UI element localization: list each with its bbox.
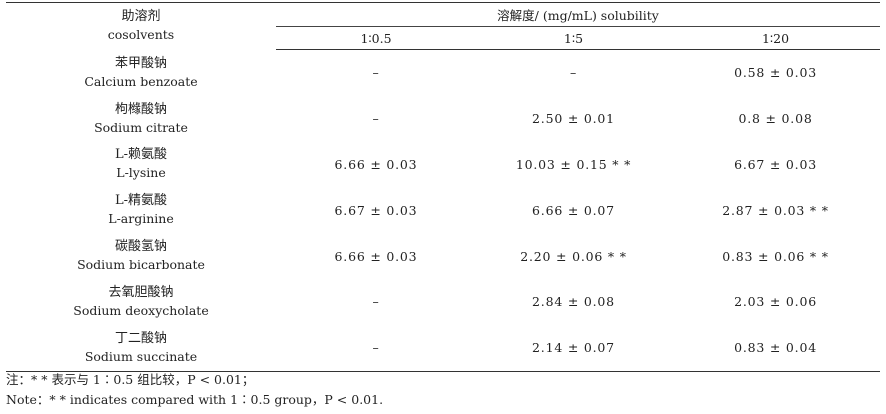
solubility-value-ratio-2: 2.50 ± 0.01 bbox=[532, 111, 615, 127]
solubility-value-ratio-1: – bbox=[372, 294, 380, 310]
ratio-header-3: 1∶20 bbox=[671, 26, 881, 50]
solubility-group-title: 溶解度/ (mg/mL) solubility bbox=[497, 8, 659, 23]
solubility-group-header: 溶解度/ (mg/mL) solubility bbox=[276, 2, 881, 27]
cosolvent-cell: L-赖氨酸 L-lysine bbox=[6, 142, 276, 188]
cosolvent-name-cn: 去氧胆酸钠 bbox=[108, 284, 174, 300]
cosolvent-cell: 枸橼酸钠 Sodium citrate bbox=[6, 96, 276, 142]
solubility-value-ratio-2: 2.20 ± 0.06 * * bbox=[520, 248, 627, 264]
ratio-header-2: 1∶5 bbox=[476, 26, 671, 50]
solubility-value-ratio-1: – bbox=[276, 324, 476, 372]
cosolvent-cell: 碳酸氢钠 Sodium bicarbonate bbox=[6, 233, 276, 279]
cosolvent-cell: L-精氨酸 L-arginine bbox=[6, 187, 276, 233]
cosolvent-header-en: cosolvents bbox=[107, 27, 175, 43]
solubility-value-ratio-2: 10.03 ± 0.15 * * bbox=[515, 156, 632, 172]
cosolvent-name-cn: 苯甲酸钠 bbox=[114, 55, 167, 71]
solubility-value-ratio-3: 6.67 ± 0.03 bbox=[734, 156, 817, 172]
table-header: 助溶剂 cosolvents 溶解度/ (mg/mL) solubility 1… bbox=[6, 2, 881, 50]
table-row: L-精氨酸 L-arginine 6.67 ± 0.03 6.66 ± 0.07 2.8… bbox=[6, 187, 880, 233]
ratio-header-1: 1∶0.5 bbox=[276, 26, 476, 50]
solubility-value-ratio-1: 6.67 ± 0.03 bbox=[334, 202, 418, 218]
solubility-value-ratio-1: 6.66 ± 0.03 bbox=[334, 248, 418, 264]
solubility-value-ratio-3: 0.83 ± 0.06 * * bbox=[722, 248, 829, 264]
cosolvent-cell: 苯甲酸钠 Calcium benzoate bbox=[6, 50, 276, 96]
cosolvent-name-cn: L-精氨酸 bbox=[114, 193, 168, 209]
table-row: 去氧胆酸钠 Sodium deoxycholate – 2.84 ± 0.08 2.03… bbox=[6, 279, 880, 325]
cosolvent-name-en: L-arginine bbox=[108, 211, 174, 227]
solubility-value-ratio-3: 0.58 ± 0.03 bbox=[734, 65, 817, 81]
cosolvent-name-en: Sodium deoxycholate bbox=[73, 302, 209, 318]
solubility-value-ratio-1: – bbox=[372, 111, 380, 127]
cosolvent-name-en: Sodium succinate bbox=[84, 348, 198, 364]
cosolvent-name-en: L-lysine bbox=[116, 165, 166, 181]
cosolvent-header-cn: 助溶剂 bbox=[121, 9, 161, 25]
cosolvent-name-en: Calcium benzoate bbox=[84, 73, 198, 89]
note-cn: 注：* * 表示与 1∶0.5 组比较，P < 0.01； bbox=[6, 372, 255, 387]
cosolvent-name-en: Sodium citrate bbox=[94, 119, 188, 135]
table-row: 丁二酸钠 Sodium succinate –2.14 ± 0.07 0.83 ± 0… bbox=[6, 324, 881, 372]
table-row: L-赖氨酸 L-lysine 6.66 ± 0.03 10.03 ± 0.15 * *… bbox=[6, 142, 880, 188]
cosolvent-name-cn: L-赖氨酸 bbox=[114, 147, 168, 163]
solubility-value-ratio-2: 2.84 ± 0.08 bbox=[532, 294, 615, 310]
solubility-table: 助溶剂 cosolvents 溶解度/ (mg/mL) solubility 1… bbox=[6, 2, 881, 372]
solubility-value-ratio-3: 2.87 ± 0.03 * * bbox=[722, 202, 829, 218]
solubility-value-ratio-1: – bbox=[372, 65, 380, 81]
solubility-value-ratio-1: 6.66 ± 0.03 bbox=[334, 156, 418, 172]
note-en: Note：* * indicates compared with 1∶0.5 g… bbox=[6, 392, 384, 407]
solubility-value-ratio-2: 2.14 ± 0.07 bbox=[476, 324, 671, 372]
table-row: 苯甲酸钠 Calcium benzoate – – 0.58 ± 0.03 bbox=[6, 50, 880, 96]
solubility-value-ratio-2: 6.66 ± 0.07 bbox=[532, 202, 615, 218]
solubility-value-ratio-3: 0.8 ± 0.08 bbox=[738, 111, 813, 127]
table-body: 苯甲酸钠 Calcium benzoate – – 0.58 ± 0.03 枸橼酸钠 Sod… bbox=[6, 50, 881, 372]
cosolvent-name-cn: 丁二酸钠 bbox=[114, 330, 167, 346]
cosolvent-cell: 去氧胆酸钠 Sodium deoxycholate bbox=[6, 279, 276, 325]
cosolvent-name-cn: 枸橼酸钠 bbox=[114, 101, 167, 117]
table-row: 碳酸氢钠 Sodium bicarbonate 6.66 ± 0.03 2.20 ± … bbox=[6, 233, 880, 279]
table-notes: 注：* * 表示与 1∶0.5 组比较，P < 0.01； Note：* * i… bbox=[6, 370, 880, 410]
cosolvent-name-cn: 碳酸氢钠 bbox=[114, 239, 167, 255]
cosolvent-cell: 丁二酸钠 Sodium succinate bbox=[6, 324, 276, 372]
cosolvent-header: 助溶剂 cosolvents bbox=[6, 2, 276, 50]
cosolvent-name-en: Sodium bicarbonate bbox=[77, 257, 205, 273]
solubility-value-ratio-2: – bbox=[569, 65, 578, 81]
solubility-value-ratio-3: 0.83 ± 0.04 bbox=[671, 324, 881, 372]
table-row: 枸橼酸钠 Sodium citrate – 2.50 ± 0.01 0.8 ± 0.08 bbox=[6, 96, 880, 142]
solubility-value-ratio-3: 2.03 ± 0.06 bbox=[734, 294, 817, 310]
